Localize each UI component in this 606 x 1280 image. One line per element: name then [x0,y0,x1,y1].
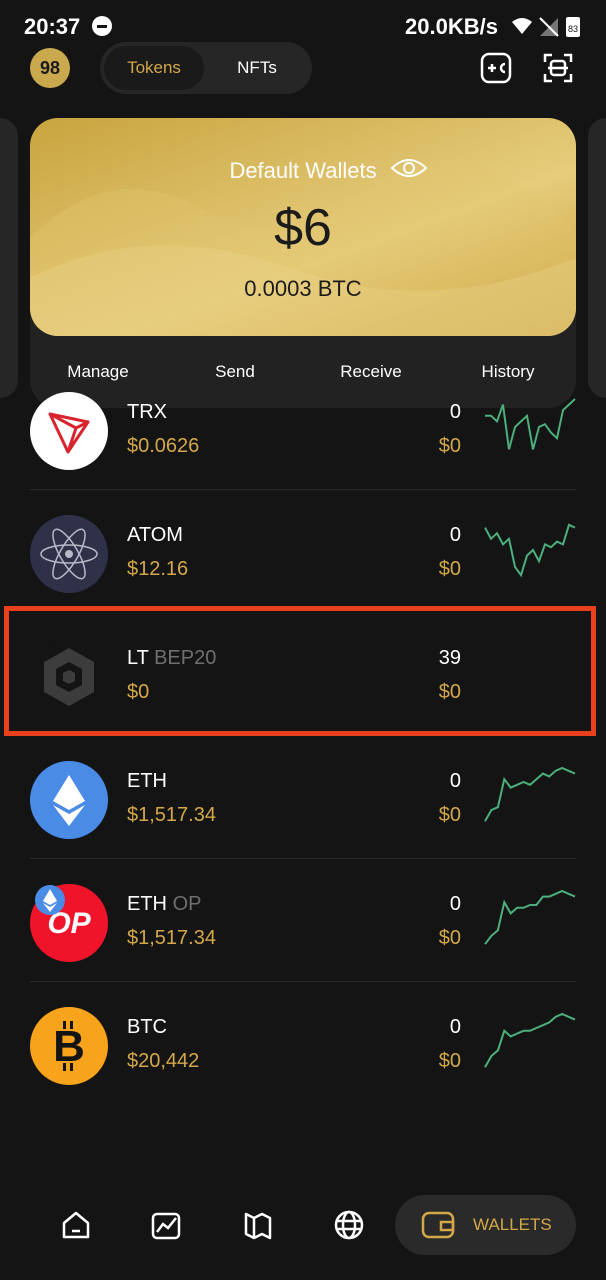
token-amount: 0 [449,770,461,792]
send-button[interactable]: Send [215,362,255,381]
token-network: BEP20 [154,647,217,669]
token-symbol-text: BTC [127,1016,167,1038]
home-icon[interactable] [59,1208,93,1242]
token-sparkline [484,889,576,945]
sparkline-path [484,766,576,822]
token-symbol: TRX [127,401,167,424]
status-bar: 20:37 20.0KB/s 83 [0,0,606,54]
eye-icon[interactable] [390,156,428,180]
receive-button[interactable]: Receive [340,362,402,381]
scan-icon[interactable] [542,52,574,84]
token-symbol: LT BEP20 [127,647,216,670]
wallet-name: Default Wallets [229,158,377,183]
token-value: $0 [438,1050,461,1072]
op-icon: OP [30,884,108,962]
battery-level: 83 [568,24,578,34]
row-divider [30,981,576,982]
wallet-btc-balance: 0.0003 BTC [244,276,362,301]
token-symbol: ETH OP [127,893,201,916]
prev-wallet-card[interactable] [0,118,18,398]
discover-icon[interactable] [241,1208,275,1242]
token-price: $20,442 [127,1050,200,1072]
token-row[interactable]: TRX $0.0626 0 $0 [0,367,606,487]
token-sparkline [484,1012,576,1068]
token-price: $0.0626 [127,435,200,457]
bnb-icon [30,638,108,716]
token-sparkline [485,398,576,450]
wallets-tab[interactable]: WALLETS [395,1195,576,1255]
token-price: $1,517.34 [127,927,216,949]
manage-button[interactable]: Manage [67,362,129,381]
wallet-balance: $6 [274,199,332,257]
trx-icon [30,392,108,470]
tab-nfts[interactable]: NFTs [237,58,277,77]
row-divider [30,489,576,490]
row-divider [30,858,576,859]
browser-icon[interactable] [332,1208,366,1242]
token-symbol-text: TRX [127,401,167,423]
token-sparkline [484,523,576,578]
token-price: $0 [127,681,150,703]
token-symbol-text: ATOM [127,524,183,546]
token-amount: 0 [449,524,461,546]
wifi-icon [512,18,532,34]
btc-icon: B [30,1007,108,1085]
token-amount: 0 [449,1016,461,1038]
markets-icon[interactable] [149,1208,183,1242]
sparkline-path [484,889,576,945]
token-row[interactable]: OP ETH OP $1,517.34 0 $0 [0,859,606,979]
token-symbol: ETH [127,770,167,793]
token-symbol-text: ETH [127,770,167,792]
token-value: $0 [438,435,461,457]
atom-icon [30,515,108,593]
token-value: $0 [438,804,461,826]
wallet-icon [421,1211,455,1239]
highlight-box [4,606,596,736]
add-token-icon[interactable] [480,52,512,84]
token-amount: 0 [449,401,461,423]
sparkline-path [484,1012,576,1068]
eth-icon [30,761,108,839]
token-symbol-text: ETH [127,893,167,915]
wallet-card-face[interactable]: Default Wallets $6 0.0003 BTC [30,118,576,336]
token-network: OP [172,893,202,915]
token-row[interactable]: LT BEP20 $0 39 $0 [0,613,606,733]
next-wallet-card[interactable] [588,118,606,398]
status-icons: 83 [512,17,580,37]
token-symbol: ATOM [127,524,183,547]
status-net-speed: 20.0KB/s [405,14,498,39]
token-symbol-text: LT [127,647,149,669]
token-symbol: BTC [127,1016,167,1039]
token-price: $1,517.34 [127,804,216,826]
token-value: $0 [438,558,461,580]
tab-tokens[interactable]: Tokens [104,46,204,90]
token-row[interactable]: ETH $1,517.34 0 $0 [0,736,606,856]
token-row[interactable]: B BTC $20,442 0 $0 [0,982,606,1102]
status-time: 20:37 [24,14,81,39]
history-button[interactable]: History [481,362,535,381]
card-wave-decoration [30,160,576,336]
token-sparkline [484,766,576,822]
token-value: $0 [438,927,461,949]
token-amount: 0 [449,893,461,915]
wallets-label: WALLETS [473,1215,552,1234]
token-value: $0 [438,681,461,703]
token-row[interactable]: ATOM $12.16 0 $0 [0,490,606,610]
asset-tabs: Tokens NFTs [100,42,312,94]
sparkline-path [485,398,576,450]
do-not-disturb-icon [92,16,112,36]
battery-icon [566,17,580,37]
token-price: $12.16 [127,558,189,580]
sparkline-path [484,523,576,578]
token-amount: 39 [438,647,461,669]
app-logo[interactable]: 98 [30,48,70,88]
svg-text:B: B [53,1022,85,1071]
